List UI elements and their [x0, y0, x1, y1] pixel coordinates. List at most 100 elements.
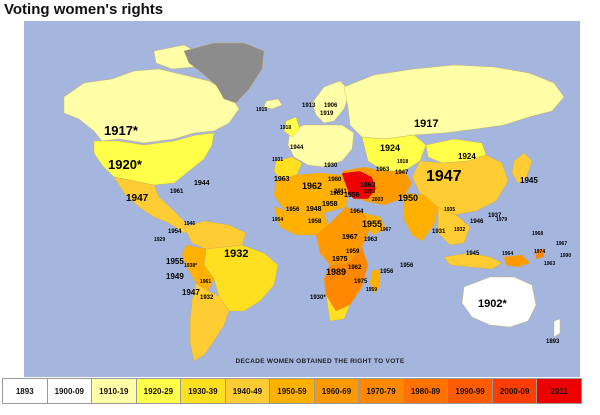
label-algeria: 1962 — [302, 181, 322, 191]
label-indonesia: 1945 — [466, 251, 480, 257]
legend-item: 1900-09 — [47, 379, 93, 403]
region-iceland — [263, 98, 283, 110]
label-ethiopia: 1955 — [362, 219, 382, 229]
label-pacific-1: 1979 — [496, 217, 507, 223]
label-atlantic: 1944 — [194, 180, 210, 187]
label-mozambique: 1975 — [354, 279, 368, 285]
label-ghana: 1954 — [272, 217, 283, 223]
label-thailand: 1932 — [454, 227, 465, 233]
region-usa — [93, 132, 215, 186]
region-new-zealand — [553, 318, 561, 338]
label-png: 1964 — [502, 251, 513, 257]
label-madagascar: 1959 — [366, 287, 377, 293]
label-venezuela: 1946 — [184, 221, 195, 227]
label-south-africa: 1930* — [310, 295, 326, 301]
page-title: Voting women's rights — [4, 1, 164, 18]
label-chad: 1958 — [322, 201, 338, 208]
label-egypt: 1956 — [344, 192, 360, 199]
label-kenya: 1963 — [364, 237, 378, 243]
label-finland: 1906 — [324, 103, 338, 109]
label-vietnam: 1946 — [470, 219, 484, 225]
label-drc: 1967 — [342, 234, 358, 241]
legend-item: 1920-29 — [136, 379, 182, 403]
label-saudi-arabia: 2011 — [334, 189, 348, 195]
label-sweden: 1919 — [320, 111, 334, 117]
label-zambia: 1962 — [348, 265, 362, 271]
label-europe: 1944 — [290, 145, 304, 151]
legend-item: 1910-19 — [92, 379, 137, 403]
label-japan: 1945 — [520, 176, 538, 185]
legend: 1893 1900-09 1910-19 1920-29 1930-39 1940-49 1… — [2, 378, 582, 404]
label-colombia: 1954 — [168, 229, 182, 235]
label-mali: 1956 — [286, 207, 300, 213]
label-uk: 1918 — [280, 125, 291, 131]
world-map-canvas: 1917* 1920* 1915 1947 1961 1944 1932 195… — [24, 21, 580, 377]
region-southern-africa — [323, 246, 369, 312]
label-mauritius: 1956 — [380, 269, 394, 275]
label-usa: 1920* — [108, 157, 143, 172]
label-russia: 1917 — [414, 118, 438, 130]
label-paraguay: 1961 — [200, 279, 211, 285]
label-uruguay: 1932 — [200, 295, 214, 301]
region-madagascar — [369, 268, 381, 294]
legend-item: 1990-99 — [448, 379, 493, 403]
label-iran: 1963 — [360, 182, 376, 189]
legend-item: 1950-59 — [270, 379, 315, 403]
label-new-zealand: 1893 — [546, 339, 560, 345]
label-bolivia: 1938* — [184, 263, 197, 269]
label-afghanistan: 1963 — [376, 167, 390, 173]
region-uk — [283, 116, 301, 138]
legend-item: 1930-39 — [181, 379, 226, 403]
label-libya: 1963 — [330, 191, 344, 197]
region-png — [503, 254, 531, 268]
region-horn-africa — [363, 212, 387, 236]
legend-item: 1960-69 — [314, 379, 360, 403]
region-central-africa — [315, 206, 371, 266]
label-iraq: 1980 — [328, 177, 342, 183]
legend-caption: DECADE WOMEN OBTAINED THE RIGHT TO VOTE — [235, 358, 405, 365]
label-fiji: 1963 — [544, 261, 555, 267]
label-namibia: 1989 — [326, 267, 346, 277]
region-australia — [461, 276, 537, 328]
region-indonesia — [443, 252, 503, 270]
region-europe — [287, 124, 355, 168]
label-kyrgyzstan: 1918 — [397, 159, 408, 165]
region-greenland — [183, 42, 265, 104]
region-china — [411, 154, 509, 216]
label-canada: 1917* — [104, 123, 139, 138]
label-oman: 2003 — [372, 197, 383, 203]
label-peru: 1955 — [166, 257, 184, 266]
label-nigeria: 1958 — [308, 219, 322, 225]
label-ecuador: 1929 — [154, 237, 165, 243]
label-kuwait: 2005 — [364, 189, 375, 195]
label-sudan: 1964 — [350, 209, 364, 215]
label-kazakhstan: 1924 — [380, 143, 400, 153]
legend-item: 1980-89 — [403, 379, 449, 403]
region-argentina-chile — [189, 282, 230, 362]
label-india: 1950 — [398, 193, 418, 203]
label-somalia: 1967 — [380, 227, 391, 233]
label-mongolia: 1924 — [458, 152, 476, 161]
label-brazil: 1932 — [224, 248, 248, 260]
label-philippines: 1937 — [488, 213, 502, 219]
label-angola: 1975 — [332, 256, 348, 263]
label-spain: 1931 — [272, 157, 283, 163]
label-iceland: 1915 — [256, 107, 267, 113]
region-se-asia — [437, 206, 471, 246]
label-turkey: 1930 — [324, 163, 338, 169]
world-map: 1917* 1920* 1915 1947 1961 1944 1932 195… — [24, 21, 580, 377]
legend-item: 1893 — [3, 379, 48, 403]
label-china: 1947 — [426, 168, 462, 185]
label-tanzania: 1959 — [346, 249, 360, 255]
region-pacific-islands — [535, 248, 545, 260]
label-australia: 1902* — [478, 298, 507, 310]
region-south-africa — [325, 294, 351, 322]
label-pacific-4: 1990 — [560, 253, 571, 259]
label-norway: 1913 — [302, 103, 316, 109]
label-pacific-5: 1974 — [534, 249, 545, 255]
region-scandinavia — [311, 80, 351, 124]
label-cuba: 1961 — [170, 189, 184, 195]
legend-item: 2011 — [537, 379, 581, 403]
region-india — [403, 192, 439, 242]
label-chile: 1949 — [166, 272, 184, 281]
